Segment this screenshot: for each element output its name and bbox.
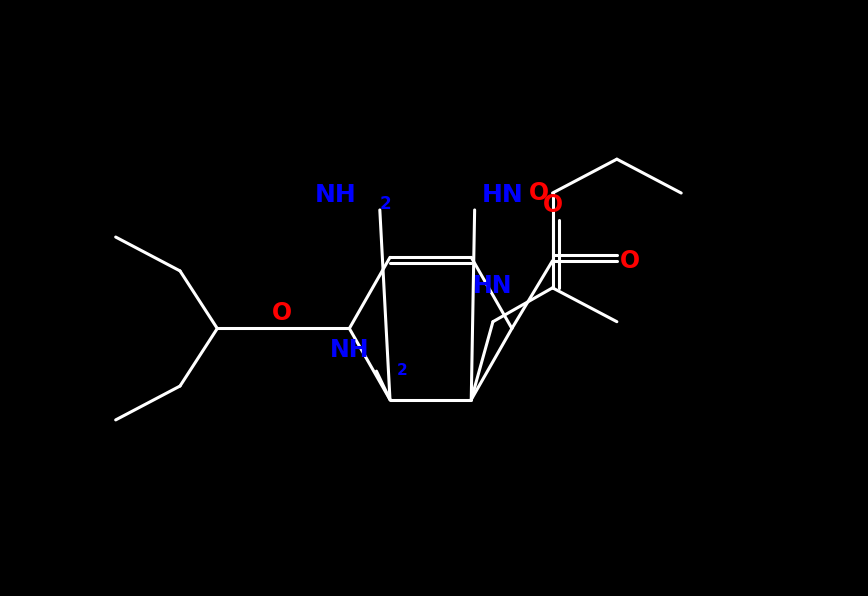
Text: O: O	[542, 193, 562, 217]
Text: O: O	[272, 301, 292, 325]
Text: O: O	[621, 249, 641, 273]
Text: O: O	[529, 181, 549, 205]
Text: NH: NH	[314, 182, 356, 207]
Text: 2: 2	[380, 195, 391, 213]
Text: HN: HN	[473, 274, 513, 298]
Text: HN: HN	[482, 182, 523, 207]
Text: NH: NH	[330, 339, 370, 362]
Text: 2: 2	[397, 363, 407, 378]
